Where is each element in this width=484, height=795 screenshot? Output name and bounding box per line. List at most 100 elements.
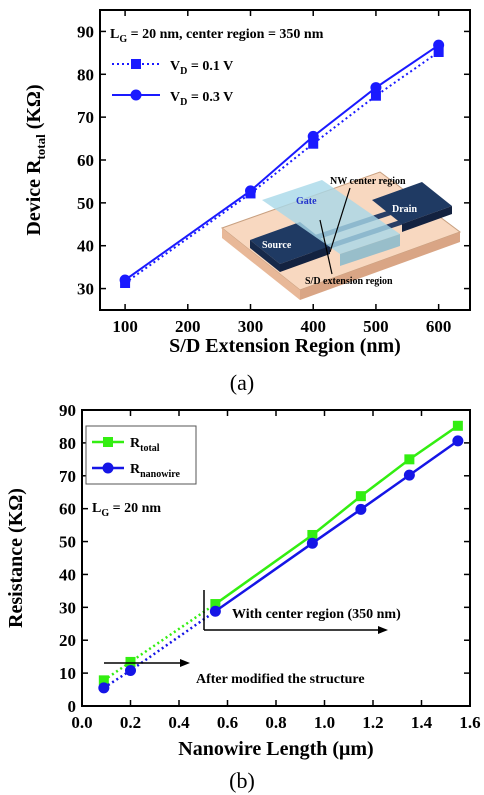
data-point bbox=[306, 537, 318, 549]
y-tick-label: 40 bbox=[77, 237, 94, 256]
drain-pad-front bbox=[402, 206, 452, 232]
data-point bbox=[370, 82, 382, 94]
legend-a: VD = 0.1 V VD = 0.3 V bbox=[112, 59, 233, 108]
series-a bbox=[119, 39, 445, 288]
series-b bbox=[98, 420, 464, 694]
y-tick-label: 50 bbox=[59, 533, 76, 552]
data-point bbox=[355, 503, 367, 515]
series-line-0 bbox=[214, 424, 459, 606]
drain-label: Drain bbox=[392, 204, 417, 215]
legend-b-marker-1 bbox=[103, 437, 113, 447]
x-tick-label: 200 bbox=[175, 317, 201, 336]
y-tick-label: 50 bbox=[77, 194, 94, 213]
annotation-arrows-b: With center region (350 nm) After modifi… bbox=[104, 590, 401, 687]
y-tick-label: 90 bbox=[59, 401, 76, 420]
x-ticks-b: 0.0 0.2 0.4 0.6 0.8 1.0 1.2 1.4 1.6 bbox=[71, 410, 481, 732]
x-tick-label: 500 bbox=[363, 317, 389, 336]
sd-ext-label: S/D extension region bbox=[305, 276, 393, 287]
data-point bbox=[245, 185, 257, 197]
data-point bbox=[452, 420, 463, 431]
x-tick-label: 0.6 bbox=[217, 713, 238, 732]
y-tick-label: 80 bbox=[77, 65, 94, 84]
x-tick-label: 0.2 bbox=[120, 713, 141, 732]
legend-b: Rtotal Rnanowire bbox=[85, 425, 197, 485]
x-tick-label: 0.0 bbox=[71, 713, 92, 732]
x-ticks-a: 100 200 300 400 500 600 bbox=[112, 10, 451, 336]
y-tick-label: 30 bbox=[59, 598, 76, 617]
y-tick-label: 0 bbox=[68, 697, 77, 716]
modified-arrowhead bbox=[180, 659, 190, 667]
legend-b-box bbox=[85, 425, 197, 485]
source-label: Source bbox=[262, 240, 292, 251]
data-point bbox=[433, 47, 444, 57]
data-point bbox=[403, 469, 415, 481]
data-point bbox=[433, 39, 445, 51]
data-point bbox=[355, 491, 366, 502]
legend-b-label-1: Rtotal bbox=[130, 436, 160, 454]
x-tick-label: 300 bbox=[238, 317, 264, 336]
y-tick-label: 60 bbox=[77, 151, 94, 170]
annotation-a: LG = 20 nm, center region = 350 nm bbox=[110, 27, 324, 45]
substrate-side-left bbox=[222, 228, 300, 300]
legend-b-marker-2 bbox=[102, 462, 114, 474]
data-point bbox=[209, 605, 221, 617]
data-point bbox=[210, 599, 221, 610]
center-region-arrowhead bbox=[378, 626, 388, 634]
gate-label: Gate bbox=[296, 196, 317, 207]
drain-pad bbox=[372, 182, 452, 224]
legend-b-label-2: Rnanowire bbox=[130, 462, 181, 480]
series-line-1 bbox=[214, 439, 459, 613]
source-pad-front bbox=[280, 246, 330, 272]
data-point bbox=[125, 664, 136, 676]
y-axis-label-a: Device Rtotal (KΩ) bbox=[23, 84, 48, 235]
y-tick-label: 80 bbox=[59, 434, 76, 453]
x-tick-label: 1.6 bbox=[459, 713, 480, 732]
y-tick-label: 10 bbox=[59, 664, 76, 683]
x-tick-label: 400 bbox=[300, 317, 326, 336]
gate-block bbox=[262, 180, 400, 254]
data-point bbox=[452, 435, 464, 447]
x-tick-label: 1.4 bbox=[411, 713, 433, 732]
x-tick-label: 0.8 bbox=[265, 713, 286, 732]
x-axis-label-b: Nanowire Length (μm) bbox=[178, 738, 373, 760]
nw-center-pointer bbox=[329, 187, 351, 253]
y-tick-label: 70 bbox=[59, 467, 76, 486]
substrate-side-right bbox=[300, 232, 460, 300]
legend-a-label-2: VD = 0.3 V bbox=[170, 90, 233, 108]
gate-front bbox=[340, 234, 400, 266]
center-region-text: With center region (350 nm) bbox=[232, 607, 401, 622]
data-point bbox=[308, 138, 319, 149]
y-tick-label: 40 bbox=[59, 565, 76, 584]
panel-label-a: (a) bbox=[230, 370, 254, 395]
panel-b: 0 10 20 30 40 50 60 70 80 90 0.0 0.2 0.4 0.6 0.8 1.0 1.… bbox=[5, 401, 481, 793]
data-point bbox=[404, 454, 415, 465]
x-tick-label: 0.4 bbox=[168, 713, 190, 732]
x-tick-label: 1.0 bbox=[314, 713, 335, 732]
y-tick-label: 30 bbox=[77, 280, 94, 299]
y-axis-label-b: Resistance (KΩ) bbox=[5, 488, 27, 628]
annotation-b: LG = 20 nm bbox=[92, 501, 161, 519]
data-point bbox=[98, 682, 110, 694]
data-point bbox=[307, 529, 318, 540]
data-point bbox=[125, 656, 136, 667]
y-tick-label: 60 bbox=[59, 500, 76, 519]
y-tick-label: 90 bbox=[77, 22, 94, 41]
x-axis-label-a: S/D Extension Region (nm) bbox=[169, 335, 401, 357]
y-tick-label: 70 bbox=[77, 108, 94, 127]
legend-a-marker-1 bbox=[131, 59, 141, 69]
source-pad-side bbox=[250, 240, 280, 272]
x-tick-label: 1.2 bbox=[362, 713, 383, 732]
legend-a-label-1: VD = 0.1 V bbox=[170, 59, 233, 77]
device-schematic-inset: Gate Drain Source NW center region S/D e… bbox=[220, 171, 462, 300]
data-point bbox=[98, 675, 109, 686]
x-tick-label: 600 bbox=[426, 317, 452, 336]
modified-text: After modified the structure bbox=[196, 672, 365, 687]
y-tick-label: 20 bbox=[59, 631, 76, 650]
panel-a: 30 40 50 60 70 80 90 100 200 300 400 500 600 LG = 2… bbox=[23, 9, 471, 395]
x-tick-label: 100 bbox=[112, 317, 138, 336]
nw-center-label: NW center region bbox=[330, 176, 406, 187]
data-point bbox=[370, 90, 381, 101]
series-line-dotted-0 bbox=[103, 603, 217, 682]
y-ticks-b: 0 10 20 30 40 50 60 70 80 90 bbox=[59, 401, 470, 716]
